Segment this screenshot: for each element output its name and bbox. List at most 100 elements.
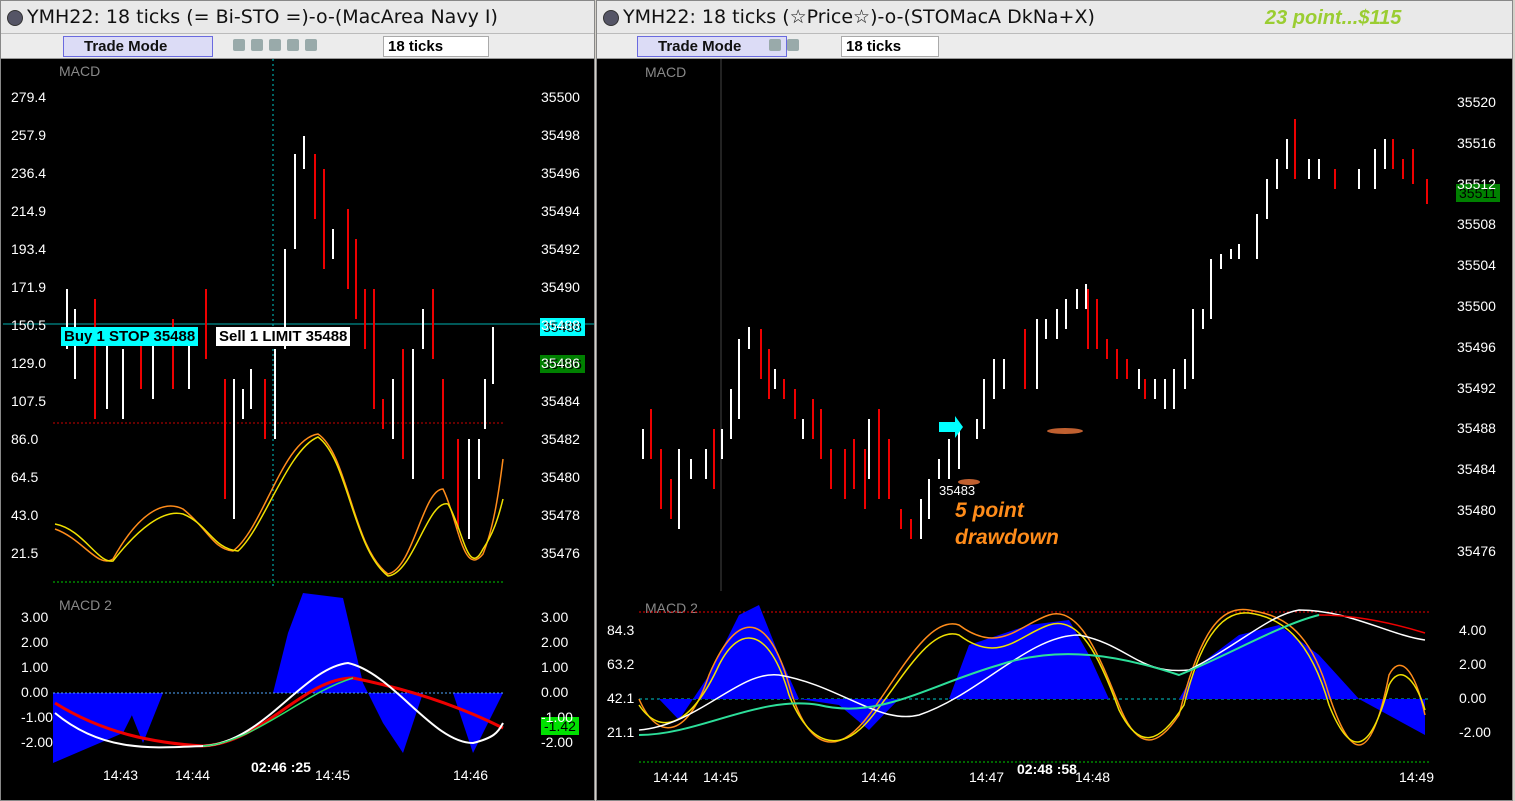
macd-value-tag: -1.42 xyxy=(541,717,579,735)
right-price-pane: MACD xyxy=(599,59,1512,591)
right-price-chart xyxy=(642,59,1428,591)
axis-label: 35478 xyxy=(541,507,580,523)
axis-label: 35508 xyxy=(1457,216,1496,233)
left-toolbar: Trade Mode 18 ticks xyxy=(1,34,594,59)
axis-label: 3.00 xyxy=(21,609,49,625)
time-axis-label: 14:46 xyxy=(453,767,489,783)
time-axis-label: 14:45 xyxy=(703,769,739,785)
interval-select[interactable]: 18 ticks xyxy=(383,36,489,57)
axis-label: -1.00 xyxy=(541,709,573,725)
pane-label: MACD 2 xyxy=(59,597,112,613)
axis-label: 35500 xyxy=(1457,298,1496,314)
right-indicator-pane: MACD 2 02:48 :58 84.3 63.2 42.1 21.1 4.00 2.0… xyxy=(599,595,1512,798)
axis-label: 35482 xyxy=(541,431,580,447)
draw-icon[interactable] xyxy=(305,39,317,51)
axis-label: 35484 xyxy=(1457,461,1496,478)
axis-label: 35492 xyxy=(1457,379,1496,396)
trade-mode-button[interactable]: Trade Mode xyxy=(63,36,213,57)
left-indicator-pane: MACD 2 -1.42 02:46 :25 3.00 2.00 1.00 0.00 -… xyxy=(3,593,594,798)
time-axis-label: 14:48 xyxy=(1075,769,1111,785)
axis-label: -1.00 xyxy=(21,709,53,725)
left-macd-chart xyxy=(53,593,504,763)
last-price-tag: 35486 xyxy=(540,355,585,373)
axis-label: 3.00 xyxy=(541,609,569,625)
axis-label: 35498 xyxy=(541,127,580,143)
time-axis-label: 14:46 xyxy=(861,769,897,785)
axis-label: 0.00 xyxy=(21,684,49,700)
left-price-pane: MACD xyxy=(3,59,594,589)
pane-label: MACD xyxy=(645,64,687,80)
axis-label: 214.9 xyxy=(11,203,47,219)
time-axis-label: 14:44 xyxy=(653,769,689,785)
axis-label: 35512 xyxy=(1457,175,1496,192)
app-logo-icon xyxy=(603,10,619,26)
order-price-tag: 35488 xyxy=(540,318,585,336)
axis-label: 1.00 xyxy=(541,659,569,675)
pan-icon[interactable] xyxy=(287,39,299,51)
right-macd-chart xyxy=(638,605,1429,763)
time-axis-label: 14:45 xyxy=(315,767,351,783)
last-price-tag: 35511 xyxy=(1456,184,1500,202)
axis-label: 35500 xyxy=(541,89,580,105)
axis-label: 236.4 xyxy=(11,165,47,181)
axis-label: -2.00 xyxy=(541,734,573,750)
layout-icon[interactable] xyxy=(787,39,799,51)
axis-label: 35476 xyxy=(1457,542,1496,559)
layout-icon[interactable] xyxy=(251,39,263,51)
axis-label: 35488 xyxy=(541,317,580,333)
drawdown-annotation-line1: 5 point xyxy=(955,499,1024,522)
axis-label: 35486 xyxy=(541,355,580,371)
entry-price-label: 35483 xyxy=(939,483,976,498)
axis-label: 279.4 xyxy=(11,89,47,105)
right-title-bar: YMH22: 18 ticks (☆Price☆)-o-(STOMacA DkN… xyxy=(597,1,1512,34)
axis-label: 35520 xyxy=(1457,94,1496,110)
axis-label: -2.00 xyxy=(1459,724,1491,740)
axis-label: 0.00 xyxy=(1459,690,1487,706)
order-icon[interactable] xyxy=(769,39,781,51)
axis-label: 257.9 xyxy=(11,127,47,143)
zoom-icon[interactable] xyxy=(269,39,281,51)
sell-limit-order-label[interactable]: Sell 1 LIMIT 35488 xyxy=(216,327,351,346)
time-axis-label: 14:44 xyxy=(175,767,211,783)
axis-label: 84.3 xyxy=(607,622,635,638)
axis-label: 35504 xyxy=(1457,257,1496,274)
axis-label: 35496 xyxy=(1457,338,1496,355)
axis-label: 21.5 xyxy=(11,545,39,561)
axis-label: 35494 xyxy=(541,203,580,219)
left-window-title: YMH22: 18 ticks (= Bi-STO =)-o-(MacArea … xyxy=(27,6,498,28)
time-axis-label: 14:49 xyxy=(1399,769,1435,785)
axis-label: 63.2 xyxy=(607,656,635,672)
right-chart-window: YMH22: 18 ticks (☆Price☆)-o-(STOMacA DkN… xyxy=(596,0,1513,801)
axis-label: 171.9 xyxy=(11,279,47,295)
order-icon[interactable] xyxy=(233,39,245,51)
axis-label: 193.4 xyxy=(11,241,47,257)
axis-label: 1.00 xyxy=(21,659,49,675)
time-readout: 02:46 :25 xyxy=(251,759,311,775)
buy-stop-order-label[interactable]: Buy 1 STOP 35488 xyxy=(61,327,199,346)
axis-label: 35480 xyxy=(1457,502,1496,518)
left-chart-window: YMH22: 18 ticks (= Bi-STO =)-o-(MacArea … xyxy=(0,0,595,801)
headline-annotation: 23 point...$115 xyxy=(1265,7,1402,29)
axis-label: 35490 xyxy=(541,279,580,295)
axis-label: 0.00 xyxy=(541,684,569,700)
right-window-title: YMH22: 18 ticks (☆Price☆)-o-(STOMacA DkN… xyxy=(623,6,1095,28)
time-axis-label: 14:43 xyxy=(103,767,139,783)
axis-label: 35484 xyxy=(541,393,580,409)
drawdown-annotation-line2: drawdown xyxy=(955,526,1059,549)
left-price-chart xyxy=(3,59,594,589)
axis-label: 43.0 xyxy=(11,507,39,523)
axis-label: 129.0 xyxy=(11,355,47,371)
interval-select[interactable]: 18 ticks xyxy=(841,36,939,57)
axis-label: 35516 xyxy=(1457,134,1496,151)
axis-label: 35488 xyxy=(1457,420,1496,437)
axis-label: 35492 xyxy=(541,241,580,257)
axis-label: 35480 xyxy=(541,469,580,485)
axis-label: 42.1 xyxy=(607,690,635,706)
time-axis-label: 14:47 xyxy=(969,769,1005,785)
axis-label: 107.5 xyxy=(11,393,47,409)
axis-label: 2.00 xyxy=(21,634,49,650)
axis-label: 35476 xyxy=(541,545,580,561)
axis-label: 21.1 xyxy=(607,724,635,740)
left-title-bar: YMH22: 18 ticks (= Bi-STO =)-o-(MacArea … xyxy=(1,1,594,34)
trade-mode-button[interactable]: Trade Mode xyxy=(637,36,787,57)
